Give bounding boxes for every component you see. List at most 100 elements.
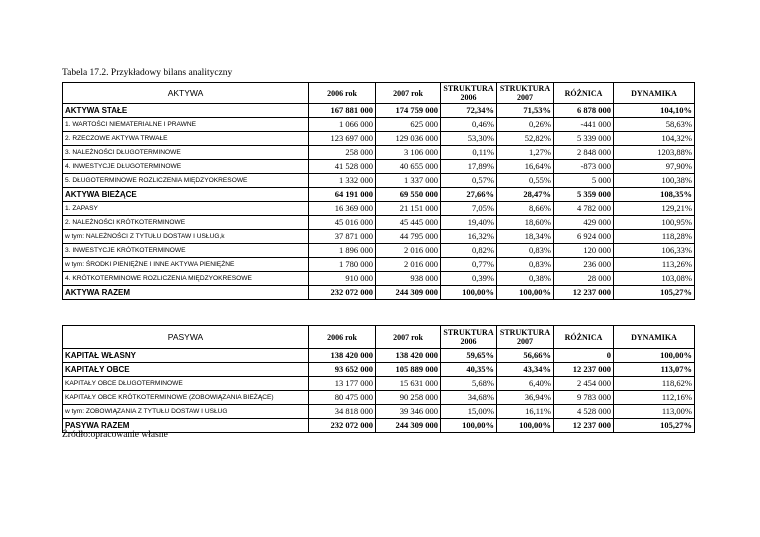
header-cell: 2007 rok [375,325,441,349]
cell: 97,90% [613,159,695,174]
cell: 45 445 000 [375,215,441,230]
row-label: AKTYWA RAZEM [62,285,309,300]
row-label: 3. NALEŻNOŚCI DŁUGOTERMINOWE [62,145,309,160]
cell: 18,60% [496,215,554,230]
cell: 0,77% [440,257,497,272]
cell: 2 016 000 [375,243,441,258]
cell: 2 454 000 [553,376,614,391]
header-cell: 2006 rok [308,325,376,349]
cell: 0,39% [440,271,497,286]
cell: 69 550 000 [375,187,441,202]
cell: 40 655 000 [375,159,441,174]
cell: 3 106 000 [375,145,441,160]
header-cell: 2007 rok [375,82,441,104]
cell: 113,00% [613,404,695,419]
header-cell: STRUKTURA 2007 [496,82,554,104]
cell: 71,53% [496,103,554,118]
cell: 938 000 [375,271,441,286]
cell: 13 177 000 [308,376,376,391]
caption: Tabela 17.2. Przykładowy bilans analityc… [62,68,233,78]
table-row: 3. NALEŻNOŚCI DŁUGOTERMINOWE 258 000 3 106… [62,145,695,160]
row-label: 2. RZECZOWE AKTYWA TRWAŁE [62,131,309,146]
cell: 910 000 [308,271,376,286]
row-label: PASYWA RAZEM [62,418,309,433]
cell: 44 795 000 [375,229,441,244]
table-row: 5. DŁUGOTERMINOWE ROZLICZENIA MIĘDZYOKRE… [62,173,695,188]
cell: 53,30% [440,131,497,146]
cell: 244 309 000 [375,418,441,433]
cell: 0,46% [440,117,497,132]
cell: 93 652 000 [308,362,376,377]
cell: 28 000 [553,271,614,286]
cell: 5 339 000 [553,131,614,146]
row-label: 5. DŁUGOTERMINOWE ROZLICZENIA MIĘDZYOKRE… [62,173,309,188]
cell: 244 309 000 [375,285,441,300]
cell: 27,66% [440,187,497,202]
cell: 106,33% [613,243,695,258]
row-label: 1. ZAPASY [62,201,309,216]
table-row: KAPITAŁY OBCE DŁUGOTERMINOWE 13 177 000 15… [62,376,695,391]
table-row: w tym: NALEŻNOŚCI Z TYTUŁU DOSTAW I USŁU… [62,229,695,244]
cell: 16 369 000 [308,201,376,216]
cell: 0,83% [496,243,554,258]
cell: 105,27% [613,418,695,433]
cell: 5,68% [440,376,497,391]
source-note: Źródło:opracowanie własne [62,430,168,440]
cell: 0,83% [496,257,554,272]
cell: 4 782 000 [553,201,614,216]
cell: 1 332 000 [308,173,376,188]
cell: 100,00% [496,418,554,433]
cell: 36,94% [496,390,554,405]
cell: 174 759 000 [375,103,441,118]
table-row: 3. INWESTYCJE KRÓTKOTERMINOWE 1 896 000 2 … [62,243,695,258]
cell: 64 191 000 [308,187,376,202]
cell: 100,00% [440,418,497,433]
table-row: AKTYWA RAZEM 232 072 000 244 309 000 100,00… [62,285,695,300]
cell: 108,35% [613,187,695,202]
cell: 100,38% [613,173,695,188]
table-row: 2. NALEŻNOŚCI KRÓTKOTERMINOWE 45 016 000 4… [62,215,695,230]
cell: 0 [553,348,614,363]
cell: 5 359 000 [553,187,614,202]
table-row: KAPITAŁ WŁASNY 138 420 000 138 420 000 59,6… [62,348,695,363]
cell: -441 000 [553,117,614,132]
liabilities-table: PASYWA 2006 rok 2007 rok STRUKTURA 2006 STRU… [62,325,695,433]
table-row: 1. ZAPASY 16 369 000 21 151 000 7,05% 8,66% 4… [62,201,695,216]
header-cell: STRUKTURA 2007 [496,325,554,349]
cell: 8,66% [496,201,554,216]
row-label: KAPITAŁY OBCE DŁUGOTERMINOWE [62,376,309,391]
cell: 6,40% [496,376,554,391]
table-row: 4. KRÓTKOTERMINOWE ROZLICZENIA MIĘDZYOKR… [62,271,695,286]
cell: 1 896 000 [308,243,376,258]
row-label: AKTYWA BIEŻĄCE [62,187,309,202]
cell: 12 237 000 [553,362,614,377]
cell: 90 258 000 [375,390,441,405]
cell: 0,11% [440,145,497,160]
row-label: w tym: ZOBOWIĄZANIA Z TYTUŁU DOSTAW I US… [62,404,309,419]
row-label: AKTYWA STAŁE [62,103,309,118]
cell: 39 346 000 [375,404,441,419]
cell: 58,63% [613,117,695,132]
row-label: w tym: ŚRODKI PIENIĘŻNE I INNE AKTYWA PI… [62,257,309,272]
cell: 41 528 000 [308,159,376,174]
cell: 232 072 000 [308,418,376,433]
header-cell: STRUKTURA 2006 [440,82,497,104]
table-row: KAPITAŁY OBCE 93 652 000 105 889 000 40,35%… [62,362,695,377]
cell: 6 878 000 [553,103,614,118]
cell: 15,00% [440,404,497,419]
row-label: 1. WARTOŚCI NIEMATERIALNE I PRAWNE [62,117,309,132]
row-label: KAPITAŁY OBCE [62,362,309,377]
table-row: PASYWA RAZEM 232 072 000 244 309 000 100,00… [62,418,695,433]
cell: 5 000 [553,173,614,188]
cell: 232 072 000 [308,285,376,300]
cell: 138 420 000 [375,348,441,363]
cell: 16,11% [496,404,554,419]
cell: 52,82% [496,131,554,146]
header-cell: AKTYWA [62,82,309,104]
row-label: KAPITAŁ WŁASNY [62,348,309,363]
cell: 625 000 [375,117,441,132]
cell: 72,34% [440,103,497,118]
cell: 2 848 000 [553,145,614,160]
cell: 4 528 000 [553,404,614,419]
